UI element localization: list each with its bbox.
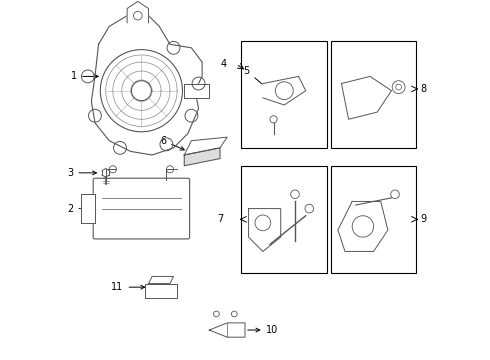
Bar bbox=[242, 41, 327, 148]
Text: 10: 10 bbox=[248, 325, 279, 335]
Circle shape bbox=[100, 50, 182, 132]
Polygon shape bbox=[209, 323, 245, 337]
Text: 8: 8 bbox=[420, 84, 426, 94]
Polygon shape bbox=[184, 148, 220, 166]
Bar bbox=[331, 41, 416, 148]
Polygon shape bbox=[338, 202, 388, 251]
Polygon shape bbox=[127, 1, 148, 23]
Circle shape bbox=[131, 81, 151, 101]
Polygon shape bbox=[145, 284, 177, 298]
Polygon shape bbox=[81, 194, 95, 223]
Polygon shape bbox=[184, 84, 209, 98]
Text: 5: 5 bbox=[244, 66, 267, 88]
Bar bbox=[242, 166, 327, 273]
Text: 7: 7 bbox=[218, 214, 223, 224]
Bar bbox=[331, 166, 416, 273]
Polygon shape bbox=[342, 76, 392, 119]
Polygon shape bbox=[148, 276, 173, 284]
Text: 2: 2 bbox=[67, 203, 91, 213]
Text: 11: 11 bbox=[111, 282, 145, 292]
Polygon shape bbox=[263, 76, 306, 105]
Text: 9: 9 bbox=[420, 214, 426, 224]
Text: 6: 6 bbox=[160, 136, 184, 150]
Text: 4: 4 bbox=[221, 59, 227, 69]
FancyBboxPatch shape bbox=[93, 178, 190, 239]
Text: 1: 1 bbox=[71, 71, 98, 81]
Polygon shape bbox=[92, 12, 202, 155]
Polygon shape bbox=[248, 208, 281, 251]
Polygon shape bbox=[184, 137, 227, 155]
Text: 3: 3 bbox=[68, 168, 97, 178]
